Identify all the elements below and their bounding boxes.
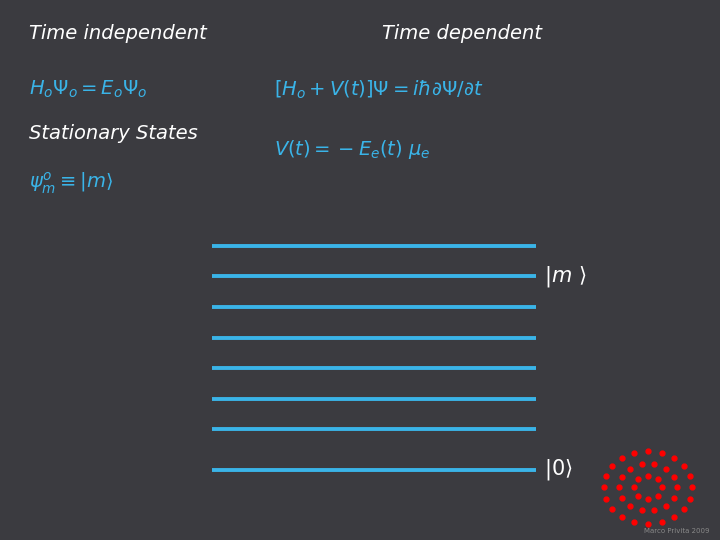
Text: $|m\ \rangle$: $|m\ \rangle$ [544,264,586,289]
Text: Time dependent: Time dependent [382,24,541,43]
Text: Stationary States: Stationary States [29,124,197,143]
Text: Time independent: Time independent [29,24,207,43]
Text: $\psi_m^o \equiv |m\rangle$: $\psi_m^o \equiv |m\rangle$ [29,170,113,195]
Text: $V(t) = -E_e(t)\ \mu_e$: $V(t) = -E_e(t)\ \mu_e$ [274,138,431,161]
Text: $H_o\Psi_o = E_o\Psi_o$: $H_o\Psi_o = E_o\Psi_o$ [29,78,147,99]
Text: $[H_o + V(t)]\Psi = i\hbar\partial\Psi/\partial t$: $[H_o + V(t)]\Psi = i\hbar\partial\Psi/\… [274,78,483,100]
Text: Marco Privita 2009: Marco Privita 2009 [644,528,709,534]
Text: $|0\rangle$: $|0\rangle$ [544,457,572,482]
